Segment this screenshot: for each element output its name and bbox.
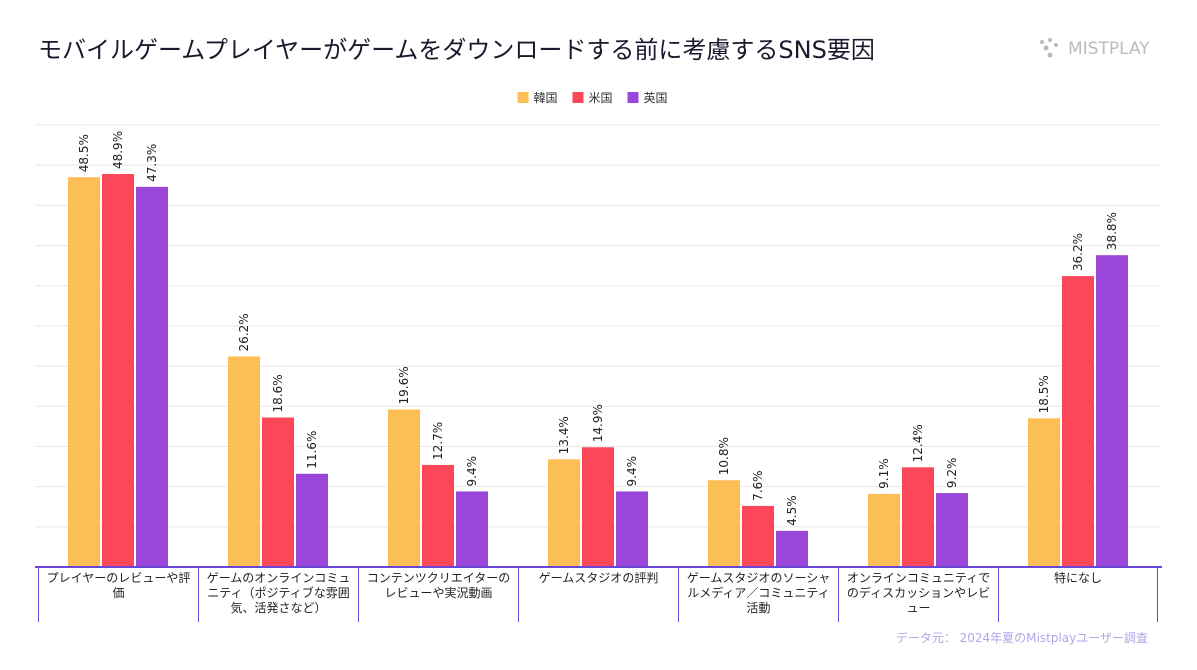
bar (742, 505, 774, 567)
value-label: 18.5% (1037, 375, 1051, 413)
value-label: 12.7% (431, 422, 445, 460)
bar (228, 356, 260, 567)
x-tick-label: ゲームスタジオの評判 (518, 568, 678, 622)
value-label: 18.6% (271, 374, 285, 412)
value-label: 10.8% (717, 437, 731, 475)
value-label: 48.5% (77, 134, 91, 172)
legend-label: 韓国 (534, 91, 558, 105)
value-label: 48.9% (111, 131, 125, 169)
bar (616, 491, 648, 567)
bar (582, 447, 614, 567)
value-label: 9.1% (877, 458, 891, 489)
value-label: 13.4% (557, 416, 571, 454)
bar (1028, 418, 1060, 567)
bar (102, 174, 134, 567)
bar (936, 493, 968, 567)
x-tick-label: コンテンツクリエイターのレビューや実況動画 (358, 568, 518, 622)
legend-swatch (572, 92, 584, 103)
bar (1062, 276, 1094, 567)
value-label: 9.4% (625, 456, 639, 487)
x-tick-label: 特になし (998, 568, 1158, 622)
bar (388, 409, 420, 567)
source-note: データ元： 2024年夏のMistplayユーザー調査 (896, 630, 1148, 645)
value-label: 12.4% (911, 424, 925, 462)
value-label: 14.9% (591, 404, 605, 442)
bar (776, 530, 808, 567)
value-label: 36.2% (1071, 233, 1085, 271)
value-label: 9.2% (945, 458, 959, 489)
bar (1096, 255, 1128, 567)
brand-logo (1040, 38, 1058, 58)
x-tick-label: オンラインコミュニティでのディスカッションやレビュー (838, 568, 998, 622)
value-label: 38.8% (1105, 212, 1119, 250)
legend-label: 米国 (589, 91, 613, 105)
brand-name: MISTPLAY (1068, 39, 1150, 59)
value-label: 26.2% (237, 313, 251, 351)
bar (262, 417, 294, 567)
x-tick-label: プレイヤーのレビューや評価 (38, 568, 198, 622)
bar (68, 177, 100, 567)
value-label: 47.3% (145, 144, 159, 182)
bar (902, 467, 934, 567)
value-label: 19.6% (397, 366, 411, 404)
bar (456, 491, 488, 567)
legend-swatch (517, 92, 529, 103)
bar (708, 480, 740, 567)
bar (548, 459, 580, 567)
x-tick-label: ゲームのオンラインコミュニティ（ポジティブな雰囲気、活発さなど） (198, 568, 358, 622)
bar (422, 464, 454, 567)
x-tick-label: ゲームスタジオのソーシャルメディア／コミュニティ活動 (678, 568, 838, 622)
value-label: 7.6% (751, 470, 765, 501)
bar (868, 493, 900, 567)
chart-title: モバイルゲームプレイヤーがゲームをダウンロードする前に考慮するSNS要因 (38, 36, 875, 64)
value-label: 9.4% (465, 456, 479, 487)
value-label: 4.5% (785, 495, 799, 526)
legend-swatch (627, 92, 639, 103)
value-label: 11.6% (305, 431, 319, 469)
bar (296, 473, 328, 567)
bar (136, 186, 168, 567)
legend-label: 英国 (644, 91, 668, 105)
